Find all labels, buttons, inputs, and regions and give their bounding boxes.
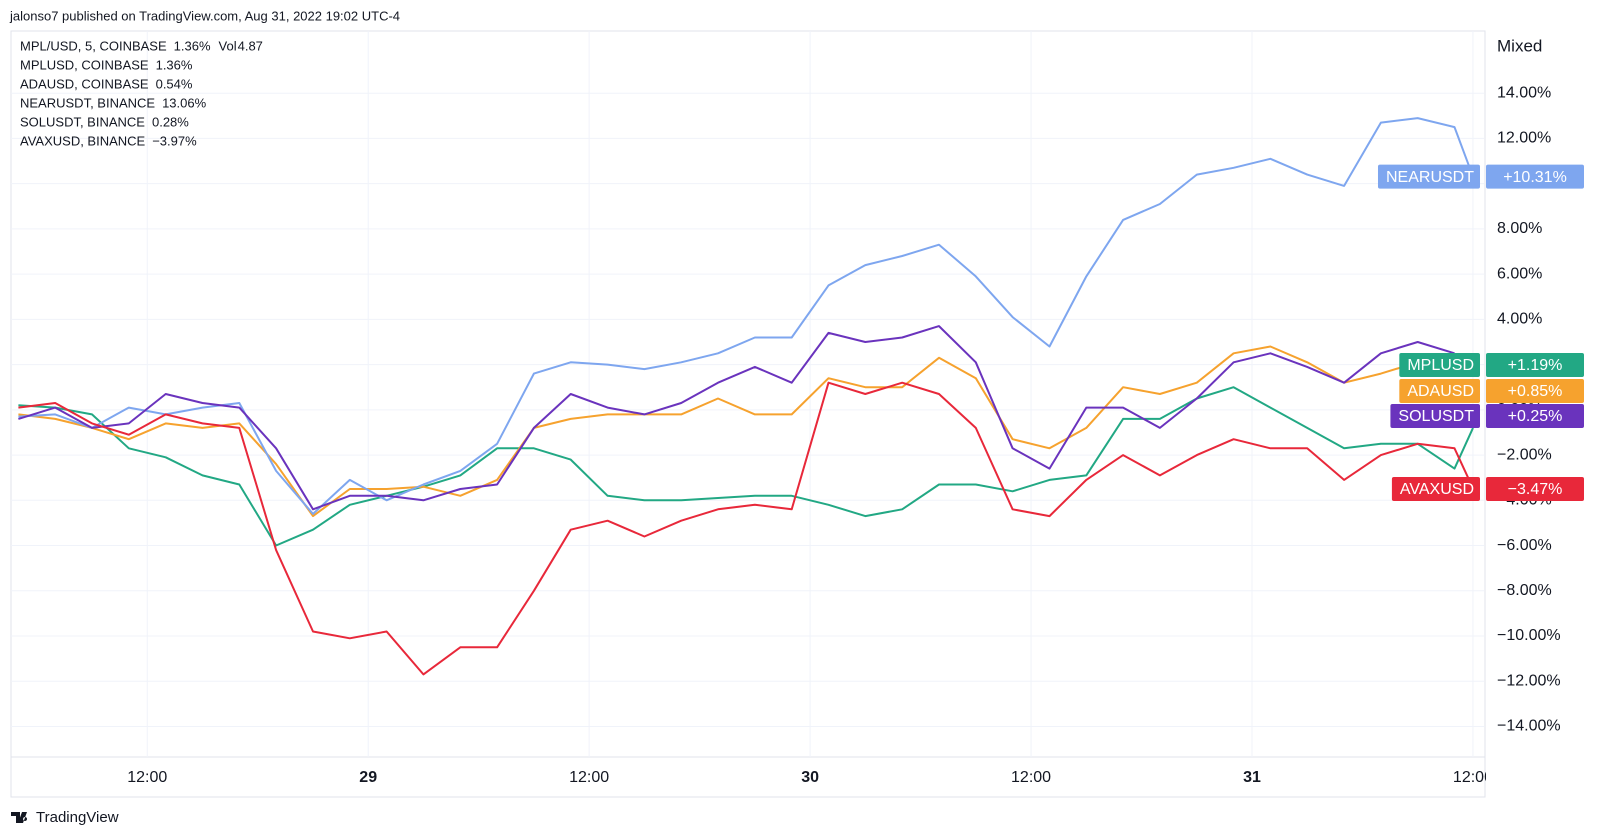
price-label-name: AVAXUSD <box>1400 481 1474 498</box>
plot-frame <box>10 30 1486 798</box>
price-label-value-bg <box>1486 353 1584 377</box>
series-line <box>18 386 1474 547</box>
legend: MPL/USD, 5, COINBASE 1.36% Vol 4.87 MPLUSD, … <box>20 38 263 148</box>
x-tick-label: 12:00 <box>569 769 609 786</box>
y-tick-label: 4.00% <box>1497 311 1542 328</box>
price-label-name-bg <box>1390 404 1480 428</box>
price-label-name-bg <box>1377 164 1480 189</box>
legend-text: 13.06% <box>162 95 207 110</box>
legend-text: 0.54% <box>156 76 193 91</box>
footer-brand: TradingView <box>36 809 119 826</box>
y-tick-label: −6.00% <box>1497 537 1552 554</box>
price-label-value: −3.47% <box>1508 481 1563 498</box>
price-label-value: +0.85% <box>1508 383 1563 400</box>
legend-text: 0.28% <box>152 114 189 129</box>
x-tick-label: 29 <box>359 769 377 786</box>
legend-text: AVAXUSD, BINANCE <box>20 133 146 148</box>
series-line <box>18 325 1455 511</box>
legend-text: 1.36% <box>174 38 211 53</box>
tv-logo <box>11 812 28 823</box>
y-tick-label: 14.00% <box>1497 84 1551 101</box>
series-line <box>18 381 1474 676</box>
grid <box>11 31 1484 757</box>
x-tick-label: 30 <box>801 769 819 786</box>
price-label-name-bg <box>1399 353 1480 377</box>
y-tick-label: −12.00% <box>1497 672 1561 689</box>
header: jalonso7 published on TradingView.com, A… <box>9 8 400 23</box>
x-tick-label: 12:00 <box>1453 769 1493 786</box>
x-tick-label: 31 <box>1243 769 1261 786</box>
legend-text: 4.87 <box>238 38 263 53</box>
price-label-name: SOLUSDT <box>1398 408 1474 425</box>
price-label-value: +0.25% <box>1508 408 1563 425</box>
price-label-name: NEARUSDT <box>1386 169 1474 186</box>
price-label-name: MPLUSD <box>1407 357 1474 374</box>
price-label-value-bg <box>1486 379 1584 403</box>
series-line <box>18 345 1455 518</box>
lines <box>18 117 1474 676</box>
price-label-value: +10.31% <box>1503 169 1567 186</box>
legend-text: NEARUSDT, BINANCE <box>20 95 155 110</box>
x-tick-label: 12:00 <box>1011 769 1051 786</box>
legend-text: −3.97% <box>152 133 197 148</box>
y-tick-label: −2.00% <box>1497 446 1552 463</box>
y-tick-label: 8.00% <box>1497 220 1542 237</box>
price-label-name-bg <box>1391 477 1480 501</box>
y-tick-label: −10.00% <box>1497 627 1561 644</box>
y-tick-label: 6.00% <box>1497 265 1542 282</box>
legend-text: Vol <box>219 38 237 53</box>
price-label-value-bg <box>1486 164 1584 189</box>
x-tick-label: 12:00 <box>127 769 167 786</box>
legend-text: MPL/USD, 5, COINBASE <box>20 38 167 53</box>
y-tick-label: −14.00% <box>1497 718 1561 735</box>
price-label-value-bg <box>1486 477 1584 501</box>
scale-mode: Mixed <box>1497 36 1542 55</box>
price-labels: MPLUSD +1.19% ADAUSD +0.85% NEARUSDT +10.31% S… <box>1377 164 1584 501</box>
series-line <box>18 117 1474 515</box>
price-label-name-bg <box>1399 379 1480 403</box>
y-tick-label: −8.00% <box>1497 582 1552 599</box>
price-label-name: ADAUSD <box>1407 383 1474 400</box>
legend-text: 1.36% <box>156 57 193 72</box>
price-label-value: +1.19% <box>1508 357 1563 374</box>
legend-text: SOLUSDT, BINANCE <box>20 114 145 129</box>
y-tick-label: 12.00% <box>1497 130 1551 147</box>
price-label-value-bg <box>1486 404 1584 428</box>
legend-text: ADAUSD, COINBASE <box>20 76 149 91</box>
legend-text: MPLUSD, COINBASE <box>20 57 149 72</box>
